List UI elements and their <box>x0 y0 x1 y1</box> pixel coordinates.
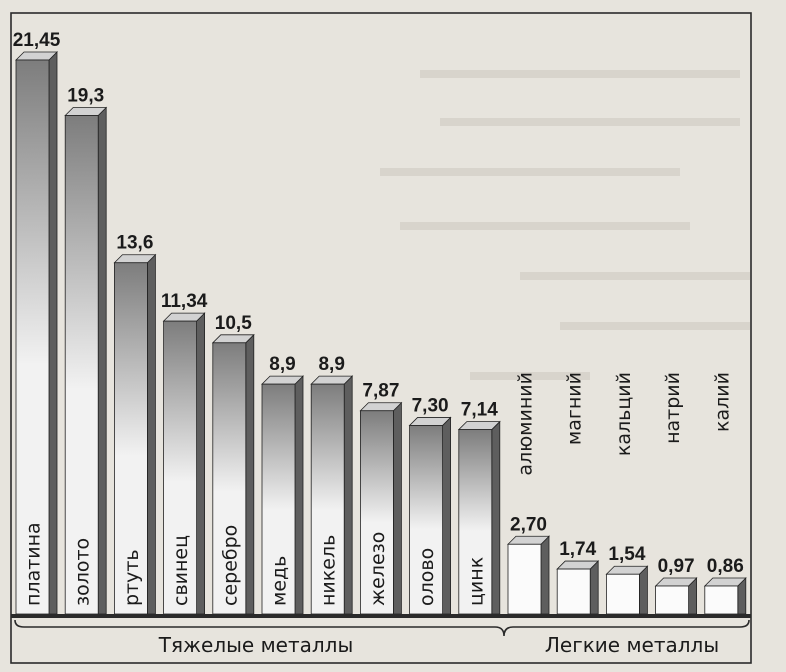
bar-side <box>392 401 402 615</box>
bar-front <box>64 115 99 615</box>
value-label-14: 0,86 <box>707 556 744 577</box>
bar-side <box>196 312 206 615</box>
bar-2 <box>113 253 157 615</box>
bar-12 <box>605 565 649 615</box>
value-label-7: 7,87 <box>362 381 399 402</box>
category-label-13: натрий <box>662 372 684 444</box>
bar-9 <box>457 420 501 615</box>
bar-front <box>556 568 591 615</box>
category-label-11: магний <box>564 372 586 445</box>
value-label-10: 2,70 <box>510 514 547 535</box>
light-metals-group-label: Легкие металлы <box>545 633 719 657</box>
bars-layer <box>15 51 747 615</box>
bar-4 <box>211 333 255 615</box>
bar-front <box>261 383 296 615</box>
bar-side <box>442 416 452 615</box>
value-label-3: 11,34 <box>161 291 208 312</box>
value-label-8: 7,30 <box>412 395 449 416</box>
category-label-10: алюминий <box>515 372 537 476</box>
value-label-6: 8,9 <box>318 354 344 375</box>
bar-side <box>97 106 107 615</box>
bar-11 <box>556 560 600 615</box>
bar-front <box>655 585 689 615</box>
bar-front <box>458 429 493 615</box>
bar-6 <box>310 375 354 615</box>
background-bleed-through <box>380 70 750 380</box>
bar-side <box>343 375 353 615</box>
category-label-0: платина <box>23 522 45 606</box>
bar-side <box>48 51 58 615</box>
bar-side <box>540 535 550 615</box>
bar-side <box>294 375 304 615</box>
category-label-2: ртуть <box>121 549 143 606</box>
category-label-12: кальций <box>613 372 635 456</box>
category-label-7: железо <box>367 532 389 606</box>
category-label-8: олово <box>416 548 438 606</box>
group-brace <box>14 619 750 637</box>
value-label-12: 1,54 <box>608 544 645 565</box>
value-label-2: 13,6 <box>116 233 153 254</box>
bar-side <box>146 253 156 615</box>
heavy-metals-group-label: Тяжелые металлы <box>158 633 353 657</box>
value-label-11: 1,74 <box>559 539 596 560</box>
value-label-5: 8,9 <box>269 354 295 375</box>
baseline-slab <box>11 614 751 618</box>
bar-front <box>212 342 247 615</box>
chart-frame <box>10 12 752 664</box>
category-label-1: золото <box>72 538 94 606</box>
bar-side <box>245 333 255 615</box>
bar-13 <box>654 577 698 615</box>
bar-side <box>589 560 599 615</box>
category-label-4: серебро <box>219 525 241 606</box>
category-label-3: свинец <box>170 535 192 606</box>
value-label-9: 7,14 <box>461 400 498 421</box>
bar-8 <box>408 416 452 615</box>
bar-5 <box>261 375 304 615</box>
bar-side <box>491 420 501 615</box>
bar-3 <box>162 312 206 615</box>
bar-front <box>606 573 640 615</box>
value-label-4: 10,5 <box>215 313 252 334</box>
category-label-9: цинк <box>465 557 487 606</box>
bar-front <box>409 425 444 615</box>
labels-layer: 21,45 платина 19,3 золото 13,6 ртуть 11,34 свин… <box>13 30 744 606</box>
category-label-5: медь <box>269 556 291 606</box>
category-label-6: никель <box>318 535 340 606</box>
bar-14 <box>703 577 747 615</box>
bar-front <box>704 585 739 615</box>
bar-7 <box>359 401 403 615</box>
bar-front <box>163 320 198 615</box>
bar-10 <box>507 535 550 615</box>
category-label-14: калий <box>711 372 733 432</box>
value-label-1: 19,3 <box>67 86 104 107</box>
value-label-0: 21,45 <box>13 30 61 51</box>
bar-front <box>359 410 394 615</box>
value-label-13: 0,97 <box>658 556 695 577</box>
bar-front <box>507 543 542 615</box>
bar-front <box>310 383 345 615</box>
